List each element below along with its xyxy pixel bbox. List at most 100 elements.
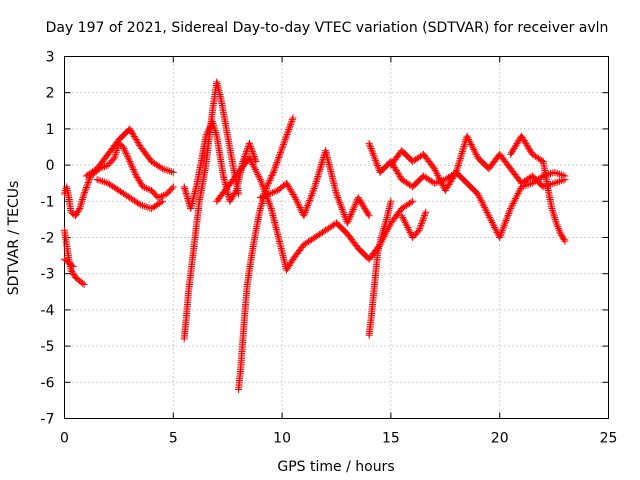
series-track-f	[180, 78, 243, 343]
data-point	[129, 164, 137, 172]
series-track-o	[398, 208, 430, 241]
y-tick-label: -3	[41, 267, 55, 283]
data-point	[453, 165, 461, 173]
data-point	[380, 224, 388, 232]
data-point	[352, 199, 360, 207]
x-tick-label: 10	[273, 431, 291, 447]
data-point	[351, 200, 359, 208]
data-point	[521, 138, 529, 146]
data-point	[113, 147, 121, 155]
data-point	[512, 195, 520, 203]
data-point	[422, 208, 430, 216]
data-point	[127, 161, 135, 169]
series-track-j	[256, 147, 373, 227]
data-point	[309, 186, 317, 194]
data-point	[526, 146, 534, 154]
data-point	[453, 167, 461, 175]
data-point	[457, 153, 465, 161]
data-point	[556, 177, 564, 185]
data-point	[436, 176, 444, 184]
data-point	[127, 126, 135, 134]
data-point	[554, 178, 562, 186]
data-point	[524, 143, 532, 151]
data-point	[288, 117, 296, 125]
data-point	[378, 230, 386, 238]
data-point	[248, 146, 256, 154]
data-point	[268, 172, 276, 180]
data-point	[76, 205, 84, 213]
data-point	[445, 180, 453, 188]
data-point	[487, 217, 495, 225]
data-point	[553, 221, 561, 229]
data-point	[348, 207, 356, 215]
data-point	[552, 219, 560, 227]
data-point	[262, 192, 270, 200]
data-point	[449, 174, 457, 182]
data-point	[516, 186, 524, 194]
data-point	[338, 204, 346, 212]
data-point	[202, 132, 210, 140]
y-tick-label: 3	[46, 50, 55, 66]
data-point	[396, 173, 404, 181]
data-point	[454, 163, 462, 171]
data-point	[549, 208, 557, 216]
data-point	[485, 212, 493, 220]
data-point	[525, 180, 533, 188]
data-point	[182, 190, 190, 198]
data-point	[135, 140, 143, 148]
data-point	[501, 220, 509, 228]
data-point	[409, 197, 417, 205]
data-point	[432, 179, 440, 187]
data-point	[368, 148, 376, 156]
data-point	[513, 191, 521, 199]
data-point	[169, 183, 177, 191]
data-point	[287, 121, 295, 129]
data-point	[555, 226, 563, 234]
data-point	[499, 225, 507, 233]
data-point	[99, 177, 107, 185]
data-point	[561, 237, 569, 245]
data-point	[354, 194, 362, 202]
data-point	[486, 213, 494, 221]
data-point	[558, 233, 566, 241]
data-point	[333, 192, 341, 200]
data-point	[369, 150, 377, 158]
data-point	[254, 171, 262, 179]
data-point	[364, 210, 372, 218]
data-point	[456, 156, 464, 164]
data-point	[265, 178, 273, 186]
data-point	[505, 210, 513, 218]
data-point	[67, 266, 75, 274]
data-point	[527, 180, 535, 188]
data-point	[507, 203, 515, 211]
data-point	[303, 203, 311, 211]
data-point	[309, 188, 317, 196]
data-point	[267, 173, 275, 181]
data-point	[433, 170, 441, 178]
y-tick-label: -4	[41, 303, 55, 319]
data-point	[260, 184, 268, 192]
data-point	[511, 196, 519, 204]
data-point	[285, 124, 293, 132]
data-point	[465, 135, 473, 143]
data-point	[158, 165, 166, 173]
data-point	[554, 170, 562, 178]
data-point	[73, 209, 81, 217]
data-point	[441, 186, 449, 194]
data-point	[257, 201, 265, 209]
data-point	[486, 215, 494, 223]
data-point	[126, 157, 134, 165]
data-point	[554, 223, 562, 231]
data-point	[265, 198, 273, 206]
data-point	[250, 153, 258, 161]
data-point	[506, 206, 514, 214]
data-point	[346, 214, 354, 222]
data-point	[277, 147, 285, 155]
data-point	[284, 127, 292, 135]
data-point	[97, 177, 105, 185]
data-point	[311, 183, 319, 191]
data-point	[210, 123, 218, 131]
data-point	[137, 201, 145, 209]
data-point	[527, 147, 535, 155]
data-point	[269, 168, 277, 176]
